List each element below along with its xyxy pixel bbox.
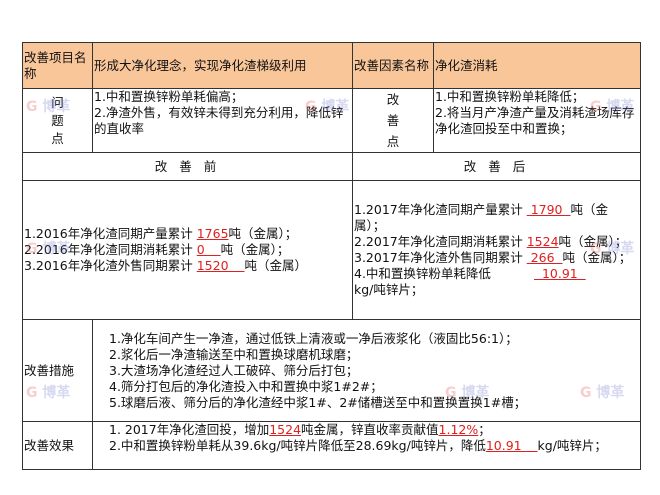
after-item-value: 266 bbox=[526, 250, 563, 265]
after-item-unit: 吨（金属）； bbox=[558, 234, 628, 249]
after-item-label: 2.2017年净化渣同期消耗累计 bbox=[354, 234, 527, 249]
measures-label: 改善措施 bbox=[22, 319, 93, 422]
after-item: 1.2017年净化渣同期产量累计 1790 吨（金属）； bbox=[354, 202, 639, 234]
after-title: 改 善 后 bbox=[352, 152, 641, 181]
effect-row: 改善效果 1. 2017年净化渣回投，增加1524吨金属，锌直收率贡献值1.12… bbox=[22, 421, 641, 470]
effect-value: 1524 bbox=[269, 422, 302, 437]
effect-line: 2.中和置换锌粉单耗从39.6kg/吨锌片降低至28.69kg/吨锌片，降低10… bbox=[109, 438, 639, 454]
before-item-label: 1.2016年净化渣同期产量累计 bbox=[24, 226, 197, 241]
after-item-value: 1790 bbox=[526, 202, 571, 217]
before-item-unit: 吨（金属） bbox=[244, 258, 307, 273]
improvement-point-label: 改善点 bbox=[352, 88, 434, 153]
after-item-label: 4.中和置换锌粉单耗降低 bbox=[354, 266, 491, 281]
before-item-unit: 吨（金属）； bbox=[220, 242, 290, 257]
before-title: 改 善 前 bbox=[22, 152, 353, 181]
after-item-label: 3.2017年净化渣外售同期累计 bbox=[354, 250, 527, 265]
measure-line: 3.大渣场净化渣经过人工破碎、筛分后打包； bbox=[109, 362, 359, 378]
effect-line: 1. 2017年净化渣回投，增加1524吨金属，锌直收率贡献值1.12%； bbox=[109, 422, 639, 438]
after-item: 3.2017年净化渣外售同期累计 266 吨（金属）； bbox=[354, 250, 639, 266]
before-item: 2.2016年净化渣同期消耗累计 0 吨（金属）； bbox=[24, 242, 351, 258]
measure-line: 5.球磨后液、筛分后的净化渣经中浆1#、2#储槽送至中和置换置换1#槽； bbox=[109, 394, 527, 410]
problem-label-text: 问题点 bbox=[51, 94, 64, 146]
before-item-value: 1765 bbox=[196, 226, 229, 241]
effect-text: kg/吨锌片； bbox=[537, 438, 607, 453]
after-item-unit: 吨（金属）； bbox=[562, 250, 632, 265]
after-item-value: 10.91 bbox=[534, 266, 586, 281]
after-content: 1.2017年净化渣同期产量累计 1790 吨（金属）； 2.2017年净化渣同… bbox=[352, 180, 641, 320]
effect-value: 10.91 bbox=[485, 438, 538, 453]
measures-row: 改善措施 1.净化车间产生一净渣，通过低铁上清液或一净后液浆化（液固比56:1）… bbox=[22, 319, 641, 422]
effect-text: 2.中和置换锌粉单耗从39.6kg/吨锌片降低至28.69kg/吨锌片，降低 bbox=[109, 438, 486, 453]
effect-text: 1. 2017年净化渣回投，增加 bbox=[109, 422, 270, 437]
after-item-label: 1.2017年净化渣同期产量累计 bbox=[354, 202, 527, 217]
before-item-label: 3.2016年净化渣外售同期累计 bbox=[24, 258, 197, 273]
before-after-title-row: 改 善 前 改 善 后 bbox=[22, 152, 641, 181]
effect-text: ； bbox=[478, 422, 491, 437]
improvement-point-text: 1.中和置换锌粉单耗降低； 2.将当月产净渣产量及消耗渣场库存净化渣回投至中和置… bbox=[433, 88, 641, 153]
improvement-point-label-text: 改善点 bbox=[386, 92, 400, 149]
improvement-table: 改善项目名称 形成大净化理念，实现净化渣梯级利用 改善因素名称 净化渣消耗 问题… bbox=[22, 42, 641, 470]
project-label: 改善项目名称 bbox=[22, 42, 93, 89]
after-item-value: 1524 bbox=[526, 234, 559, 249]
effect-text: 吨金属，锌直收率贡献值 bbox=[301, 422, 439, 437]
project-value: 形成大净化理念，实现净化渣梯级利用 bbox=[92, 42, 353, 89]
before-item: 1.2016年净化渣同期产量累计 1765吨（金属）； bbox=[24, 226, 351, 242]
before-item-label: 2.2016年净化渣同期消耗累计 bbox=[24, 242, 197, 257]
problem-row: 问题点 1.中和置换锌粉单耗偏高； 2.净渣外售，有效锌未得到充分利用，降低锌的… bbox=[22, 88, 641, 153]
after-item: 2.2017年净化渣同期消耗累计 1524吨（金属）； bbox=[354, 234, 639, 250]
measures-content: 1.净化车间产生一净渣，通过低铁上清液或一净后液浆化（液固比56:1）； 2.浆… bbox=[92, 319, 641, 422]
improvement-point-line: 2.将当月产净渣产量及消耗渣场库存净化渣回投至中和置换； bbox=[435, 105, 635, 136]
after-item-unit: 吨（金属）； bbox=[354, 202, 608, 233]
before-after-row: 1.2016年净化渣同期产量累计 1765吨（金属）； 2.2016年净化渣同期… bbox=[22, 180, 641, 320]
measure-line: 4.筛分打包后的净化渣投入中和置换中浆1#2#； bbox=[109, 378, 383, 394]
before-item-value: 1520 bbox=[196, 258, 245, 273]
measure-line: 1.净化车间产生一净渣，通过低铁上清液或一净后液浆化（液固比56:1）； bbox=[109, 330, 518, 346]
improvement-point-line: 1.中和置换锌粉单耗降低； bbox=[435, 89, 585, 104]
before-item-unit: 吨（金属）； bbox=[228, 226, 298, 241]
header-row: 改善项目名称 形成大净化理念，实现净化渣梯级利用 改善因素名称 净化渣消耗 bbox=[22, 42, 641, 89]
effect-value: 1.12% bbox=[438, 422, 479, 437]
problem-line: 1.中和置换锌粉单耗偏高； bbox=[94, 89, 244, 104]
problem-label: 问题点 bbox=[22, 88, 93, 153]
effect-label: 改善效果 bbox=[22, 421, 93, 470]
after-item-unit: kg/吨锌片； bbox=[354, 282, 424, 297]
factor-label: 改善因素名称 bbox=[352, 42, 434, 89]
measure-line: 2.浆化后一净渣输送至中和置换球磨机球磨； bbox=[109, 346, 359, 362]
before-item-value: 0 bbox=[196, 242, 221, 257]
before-item: 3.2016年净化渣外售同期累计 1520 吨（金属） bbox=[24, 258, 351, 274]
problem-text: 1.中和置换锌粉单耗偏高； 2.净渣外售，有效锌未得到充分利用，降低锌的直收率 bbox=[92, 88, 353, 153]
before-content: 1.2016年净化渣同期产量累计 1765吨（金属）； 2.2016年净化渣同期… bbox=[22, 180, 353, 320]
after-item: 4.中和置换锌粉单耗降低 10.91 kg/吨锌片； bbox=[354, 266, 639, 298]
factor-value: 净化渣消耗 bbox=[433, 42, 641, 89]
problem-line: 2.净渣外售，有效锌未得到充分利用，降低锌的直收率 bbox=[94, 105, 344, 136]
effect-content: 1. 2017年净化渣回投，增加1524吨金属，锌直收率贡献值1.12%； 2.… bbox=[92, 421, 641, 470]
